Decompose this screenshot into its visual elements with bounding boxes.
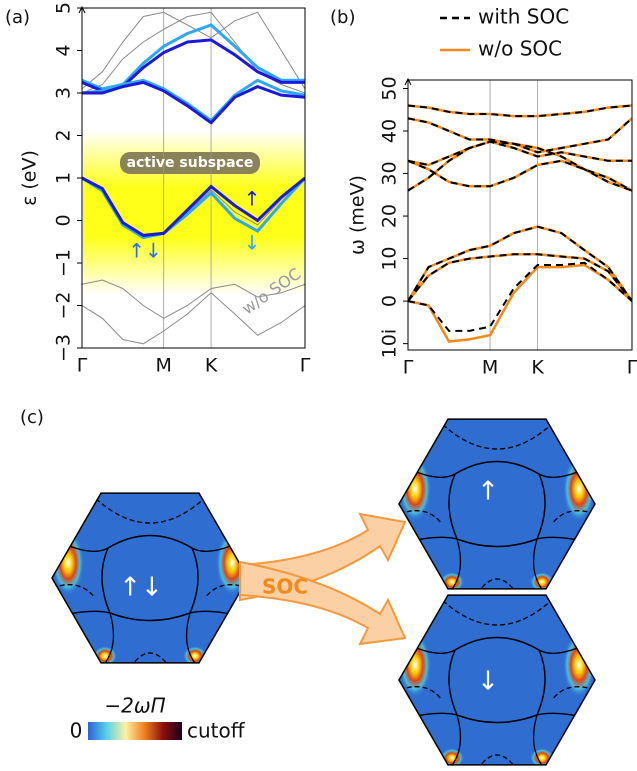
panel-label: (a) xyxy=(5,7,30,28)
phonon-branch xyxy=(408,117,632,154)
band-line xyxy=(82,11,305,90)
plot-lines xyxy=(408,104,632,343)
y-tick-label: 3 xyxy=(53,87,75,99)
y-tick-label: 0 xyxy=(53,214,75,226)
phonon-branch xyxy=(408,261,632,332)
band-line xyxy=(82,78,305,123)
y-tick-label: 1 xyxy=(53,172,75,184)
x-tick-label: M xyxy=(155,355,171,377)
y-tick-label: 10 xyxy=(379,246,401,270)
y-tick-label: 4 xyxy=(53,44,75,56)
y-axis-label: ε (eV) xyxy=(19,150,41,206)
axis-arrow xyxy=(78,5,86,14)
colorbar xyxy=(88,722,182,740)
x-tick-label: M xyxy=(482,357,498,379)
y-tick-label: 2 xyxy=(53,129,75,141)
y-tick-label: 30 xyxy=(379,161,401,185)
plot-frame xyxy=(81,7,306,349)
phonon-branch xyxy=(408,253,632,302)
colorbar-min-label: 0 xyxy=(70,719,83,743)
plot-lines xyxy=(82,11,305,345)
y-tick-label: 40 xyxy=(379,119,401,143)
y-tick-label: −1 xyxy=(53,249,75,277)
y-tick-label: −3 xyxy=(53,334,75,362)
spin-label: ↑ xyxy=(477,477,499,507)
panel-label: (b) xyxy=(330,7,355,28)
phonon-branch xyxy=(408,263,632,343)
y-tick-label: −2 xyxy=(53,291,75,319)
phonon-branch xyxy=(408,104,632,118)
spin-label: ↑↓ xyxy=(119,573,163,603)
phonon-branch xyxy=(408,225,632,302)
colorbar-title: −2ωΠ xyxy=(104,694,165,718)
band-line xyxy=(82,292,305,345)
y-tick-label: 0 xyxy=(379,295,401,307)
spin-label: ↓ xyxy=(477,667,499,697)
x-tick-label: Γ xyxy=(300,355,311,377)
x-tick-label: Γ xyxy=(77,355,88,377)
band-line xyxy=(82,176,305,237)
band-line xyxy=(82,80,305,125)
phonon-branch xyxy=(408,117,632,154)
y-tick-label: 10i xyxy=(379,329,401,358)
soc-arrows xyxy=(239,512,407,646)
axis-arrow xyxy=(404,77,412,86)
panel-label: (c) xyxy=(20,407,44,428)
annotation-box xyxy=(120,152,260,174)
legend-label: with SOC xyxy=(478,5,569,29)
annotation: ↑↓ xyxy=(128,239,162,263)
x-tick-label: Γ xyxy=(627,357,637,379)
phonon-branch xyxy=(408,159,632,192)
annotation: ↑ xyxy=(244,187,261,211)
x-tick-label: K xyxy=(205,355,218,377)
colorbar-max-label: cutoff xyxy=(187,719,246,743)
arrow-label: SOC xyxy=(262,575,308,599)
plot-frame xyxy=(407,79,633,351)
phonon-branch xyxy=(408,140,632,167)
band-line xyxy=(82,38,305,93)
y-tick-label: 20 xyxy=(379,204,401,228)
phonon-branch xyxy=(408,104,632,118)
y-tick-label: 50 xyxy=(379,76,401,100)
y-tick-label: 5 xyxy=(53,2,75,14)
legend-label: w/o SOC xyxy=(478,37,562,61)
band-line xyxy=(82,279,305,319)
x-tick-label: Γ xyxy=(403,357,414,379)
y-axis-label: ω (meV) xyxy=(347,175,369,255)
phonon-branch xyxy=(408,225,632,302)
annotation: ↓ xyxy=(244,231,261,255)
annotation: active subspace xyxy=(127,155,254,171)
x-tick-label: K xyxy=(531,357,544,379)
